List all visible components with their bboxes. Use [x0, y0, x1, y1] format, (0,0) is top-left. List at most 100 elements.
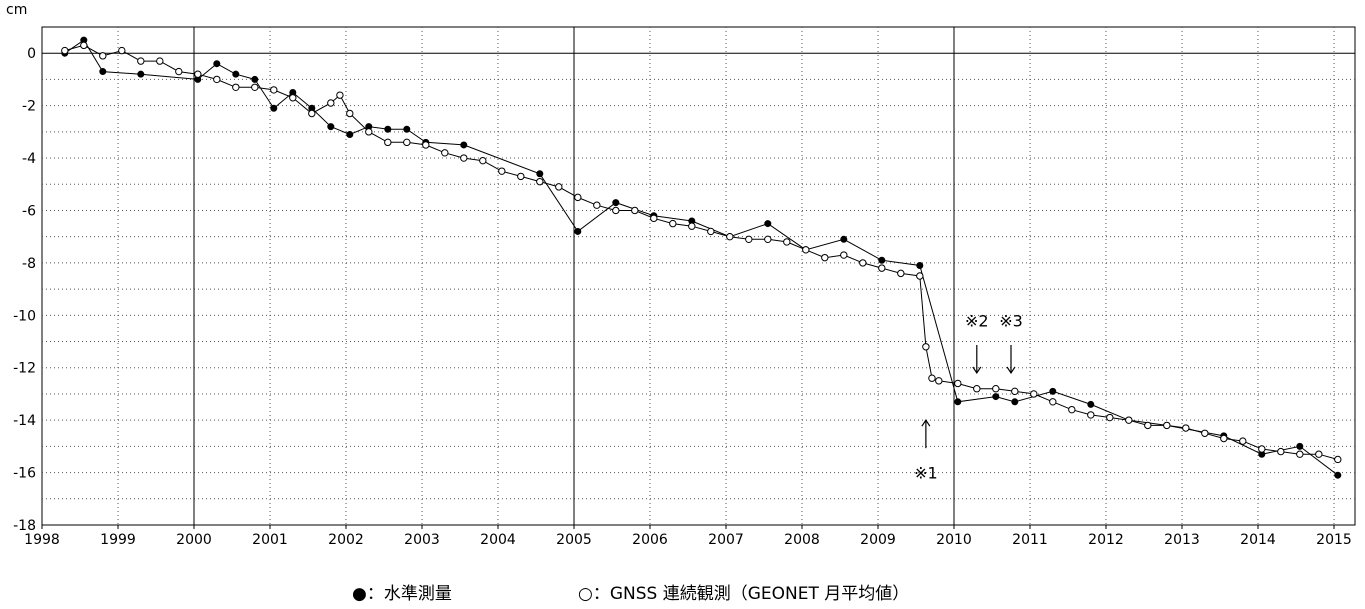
- x-tick-label: 2008: [784, 532, 820, 548]
- y-tick-label: -14: [13, 413, 36, 429]
- series-points: [61, 36, 1342, 479]
- leveling-point: [1087, 400, 1095, 408]
- leveling-point: [1334, 471, 1342, 479]
- x-tick-label: 2015: [1316, 532, 1352, 548]
- gnss-point: [346, 109, 354, 118]
- x-tick-label: 2011: [1012, 532, 1048, 548]
- series-line-1: [64, 44, 1338, 460]
- gnss-point: [308, 109, 316, 118]
- gnss-point: [384, 138, 392, 147]
- y-axis-ticks: 0 -2 -4 -6 -8 -10 -12 -14 -16 -18: [13, 46, 36, 534]
- gnss-point: [688, 222, 696, 230]
- leveling-point: [1296, 442, 1304, 450]
- gnss-point: [669, 219, 677, 228]
- gnss-point: [922, 343, 930, 351]
- gnss-point: [270, 86, 278, 94]
- annotation-arrow-head: [1006, 366, 1016, 375]
- gnss-point: [821, 253, 829, 262]
- legend-entry-gnss: ○：GNSS 連続観測（GEONET 月平均値）: [578, 584, 909, 604]
- gnss-point: [1106, 413, 1114, 422]
- gnss-point: [802, 246, 810, 254]
- gnss-point: [479, 156, 487, 165]
- gnss-point: [498, 167, 506, 175]
- gnss-point: [80, 41, 88, 50]
- series-line-0: [64, 39, 1339, 476]
- gnss-point: [935, 377, 943, 385]
- leveling-point: [327, 123, 335, 131]
- y-tick-label: -12: [13, 361, 36, 377]
- leveling-point: [878, 256, 886, 264]
- gnss-point: [1087, 411, 1095, 419]
- gnss-point: [840, 251, 848, 259]
- gnss-point: [99, 52, 107, 60]
- gnss-point: [555, 183, 563, 191]
- x-tick-label: 2009: [860, 532, 896, 548]
- x-tick-label: 2012: [1088, 532, 1124, 548]
- annotation-label: ※2: [965, 312, 989, 331]
- gnss-point: [460, 154, 468, 162]
- gnss-point: [232, 83, 240, 91]
- gnss-point: [251, 83, 259, 91]
- gnss-point: [1144, 421, 1152, 430]
- gnss-point: [61, 46, 69, 55]
- annotation-label: ※3: [999, 312, 1023, 331]
- x-axis-ticks: 1998 1999 2000 2001 2002 2003 2004 2005 2006 2007…: [24, 525, 1352, 548]
- annotation-arrow-head: [972, 366, 982, 375]
- x-tick-label: 1998: [24, 532, 60, 548]
- x-tick-label: 2014: [1240, 532, 1276, 548]
- leveling-point: [1049, 387, 1057, 395]
- annotation-label: ※1: [914, 464, 938, 483]
- gnss-point: [859, 259, 867, 267]
- major-lines: [42, 27, 1355, 525]
- gnss-point: [574, 193, 582, 202]
- y-tick-label: -10: [13, 308, 36, 324]
- gnss-point: [954, 379, 962, 388]
- leveling-point: [992, 393, 1000, 401]
- gnss-point: [1296, 450, 1304, 458]
- gnss-point: [973, 385, 981, 393]
- leveling-point: [840, 235, 848, 243]
- gnss-point: [365, 128, 373, 136]
- x-tick-label: 2002: [328, 532, 364, 548]
- leveling-point: [764, 220, 772, 228]
- gnss-point: [1011, 387, 1019, 396]
- legend-entry-leveling: ●：水準測量: [352, 584, 452, 604]
- gnss-point: [536, 177, 544, 186]
- gnss-point: [403, 138, 411, 147]
- gnss-point: [916, 272, 924, 280]
- gnss-point: [764, 235, 772, 244]
- plot-frame: [41, 26, 1356, 526]
- gnss-point: [928, 374, 936, 382]
- gnss-point: [897, 269, 905, 278]
- annotation-arrow-head: [921, 419, 931, 427]
- gnss-point: [783, 238, 791, 246]
- gnss-point: [1220, 434, 1228, 443]
- x-tick-label: 2010: [936, 532, 972, 548]
- gnss-point: [612, 206, 620, 215]
- y-axis-label: cm: [6, 2, 27, 18]
- gnss-point: [1277, 447, 1285, 456]
- y-tick-label: -8: [22, 256, 36, 272]
- gnss-point: [1201, 429, 1209, 437]
- gnss-point: [327, 99, 335, 107]
- gnss-point: [650, 214, 658, 223]
- x-tick-label: 2004: [480, 532, 516, 548]
- gnss-point: [441, 149, 449, 157]
- x-tick-label: 2013: [1164, 532, 1200, 548]
- leveling-point: [232, 70, 240, 78]
- leveling-point: [536, 170, 544, 178]
- leveling-point: [954, 398, 962, 406]
- x-tick-label: 2000: [176, 532, 212, 548]
- y-tick-label: -2: [22, 99, 36, 115]
- gnss-point: [707, 227, 715, 236]
- leveling-point: [213, 60, 221, 68]
- gnss-point: [1258, 445, 1266, 453]
- gnss-point: [1239, 437, 1247, 445]
- leveling-point: [346, 130, 354, 138]
- y-tick-label: -18: [13, 518, 36, 534]
- x-tick-label: 1999: [100, 532, 136, 548]
- gnss-point: [1049, 398, 1057, 406]
- gnss-point: [1030, 390, 1038, 398]
- gnss-point: [1068, 405, 1076, 414]
- x-tick-label: 2003: [404, 532, 440, 548]
